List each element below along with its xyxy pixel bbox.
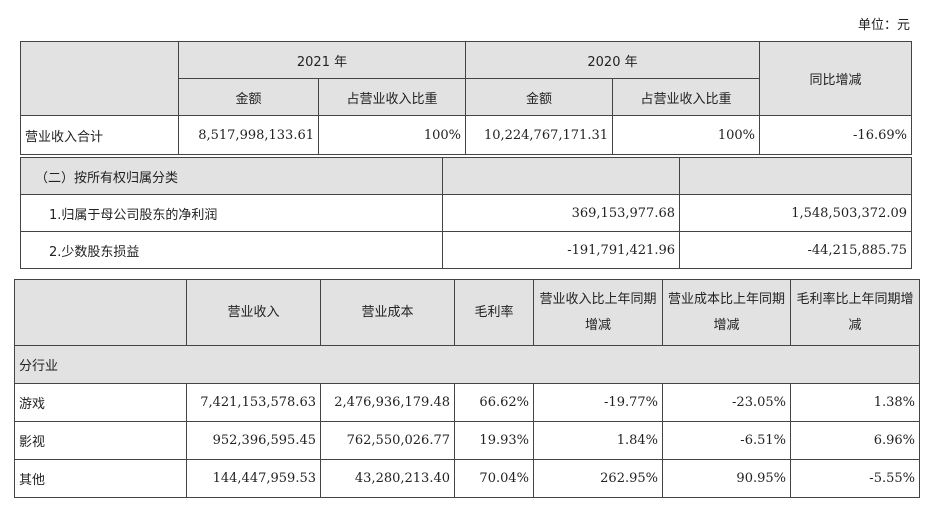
revenue-header: 营业收入 xyxy=(186,279,321,346)
amount-2021-cell: 8,517,998,133.61 xyxy=(178,115,319,155)
margin-change-cell: -5.55% xyxy=(790,459,920,498)
row-label: 影视 xyxy=(14,421,187,460)
cost-cell: 43,280,213.40 xyxy=(320,459,455,498)
revenue-change-cell: -19.77% xyxy=(533,383,663,422)
cost-change-cell: -23.05% xyxy=(662,383,791,422)
revenue-summary-table: 2021 年 2020 年 同比增减 金额 占营业收入比重 金额 占营业收入比重… xyxy=(20,41,912,155)
revenue-change-header: 营业收入比上年同期增减 xyxy=(533,279,663,346)
value-2021-cell: 369,153,977.68 xyxy=(442,194,680,232)
ratio-2020-header: 占营业收入比重 xyxy=(612,78,760,116)
margin-cell: 66.62% xyxy=(454,383,534,422)
industry-table: 营业收入 营业成本 毛利率 营业收入比上年同期增减 营业成本比上年同期增减 毛利… xyxy=(14,279,920,498)
corner-header-cell xyxy=(14,279,187,346)
ownership-table: （二）按所有权归属分类 1.归属于母公司股东的净利润 369,153,977.6… xyxy=(20,157,912,269)
margin-header: 毛利率 xyxy=(454,279,534,346)
table-row: 1.归属于母公司股东的净利润 369,153,977.68 1,548,503,… xyxy=(20,194,912,232)
row-label: 2.少数股东损益 xyxy=(20,231,443,269)
cost-header: 营业成本 xyxy=(320,279,455,346)
revenue-change-cell: 1.84% xyxy=(533,421,663,460)
table-row: 2.少数股东损益 -191,791,421.96 -44,215,885.75 xyxy=(20,231,912,269)
row-label: 游戏 xyxy=(14,383,187,422)
margin-change-header: 毛利率比上年同期增减 xyxy=(790,279,920,346)
year-2021-header: 2021 年 xyxy=(178,41,466,79)
corner-header-cell xyxy=(20,41,179,116)
blank-cell xyxy=(442,157,680,195)
table-row: 其他 144,447,959.53 43,280,213.40 70.04% 2… xyxy=(14,459,920,498)
row-label: 其他 xyxy=(14,459,187,498)
margin-cell: 19.93% xyxy=(454,421,534,460)
year-2020-header: 2020 年 xyxy=(465,41,760,79)
cost-change-header: 营业成本比上年同期增减 xyxy=(662,279,791,346)
cost-change-cell: -6.51% xyxy=(662,421,791,460)
revenue-change-cell: 262.95% xyxy=(533,459,663,498)
ratio-2021-cell: 100% xyxy=(318,115,466,155)
yoy-header: 同比增减 xyxy=(759,41,912,116)
row-label: 营业收入合计 xyxy=(20,115,179,155)
margin-cell: 70.04% xyxy=(454,459,534,498)
cost-cell: 762,550,026.77 xyxy=(320,421,455,460)
revenue-cell: 144,447,959.53 xyxy=(186,459,321,498)
revenue-cell: 7,421,153,578.63 xyxy=(186,383,321,422)
cost-change-cell: 90.95% xyxy=(662,459,791,498)
margin-change-cell: 1.38% xyxy=(790,383,920,422)
table-row: 游戏 7,421,153,578.63 2,476,936,179.48 66.… xyxy=(14,383,920,422)
section-label: 分行业 xyxy=(14,345,920,384)
table-row: 影视 952,396,595.45 762,550,026.77 19.93% … xyxy=(14,421,920,460)
blank-cell xyxy=(679,157,912,195)
revenue-cell: 952,396,595.45 xyxy=(186,421,321,460)
ratio-2021-header: 占营业收入比重 xyxy=(318,78,466,116)
amount-2020-header: 金额 xyxy=(465,78,613,116)
margin-change-cell: 6.96% xyxy=(790,421,920,460)
ratio-2020-cell: 100% xyxy=(612,115,760,155)
value-2020-cell: 1,548,503,372.09 xyxy=(679,194,912,232)
value-2020-cell: -44,215,885.75 xyxy=(679,231,912,269)
section-title: （二）按所有权归属分类 xyxy=(20,157,443,195)
unit-label: 单位：元 xyxy=(857,18,910,33)
cost-cell: 2,476,936,179.48 xyxy=(320,383,455,422)
yoy-cell: -16.69% xyxy=(759,115,912,155)
row-label: 1.归属于母公司股东的净利润 xyxy=(20,194,443,232)
value-2021-cell: -191,791,421.96 xyxy=(442,231,680,269)
amount-2020-cell: 10,224,767,171.31 xyxy=(465,115,613,155)
amount-2021-header: 金额 xyxy=(178,78,319,116)
table-row: 营业收入合计 8,517,998,133.61 100% 10,224,767,… xyxy=(20,115,912,155)
